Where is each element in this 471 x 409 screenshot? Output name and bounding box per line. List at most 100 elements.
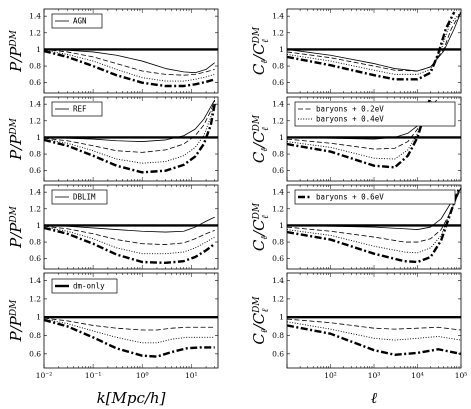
panel-1-right-ytick-label: 1 bbox=[279, 133, 284, 142]
panel-1-right-ytick-label: 1.2 bbox=[272, 116, 284, 125]
panel-2-right-series-group bbox=[287, 187, 461, 264]
panel-2-left-legend-label: DBLIM bbox=[73, 193, 96, 202]
panel-3-right-ytick-label: 1.4 bbox=[272, 276, 284, 285]
panel-3-right-ytick-label: 0.8 bbox=[272, 331, 284, 340]
panel-2-left-ylabel: P/PDM bbox=[7, 205, 25, 248]
left-xtick-label: 10⁻¹ bbox=[85, 371, 102, 380]
panel-2-right-series-dashdot bbox=[287, 187, 461, 264]
panel-1-right-legend-label: baryons + 0.2eV bbox=[316, 105, 384, 114]
panel-3-left-ytick-label: 1 bbox=[36, 313, 41, 322]
right-xtick-label: 10⁴ bbox=[411, 371, 424, 380]
panel-2-right-ytick-label: 1.4 bbox=[272, 188, 284, 197]
right-xlabel: ℓ bbox=[371, 389, 377, 407]
panel-0-left-series-dashed bbox=[44, 49, 215, 76]
panel-2-left-series-thin bbox=[44, 216, 215, 233]
panel-1-left-series-group bbox=[44, 99, 218, 174]
panel-0-left-ylabel: P/PDM bbox=[7, 29, 25, 72]
panel-0-right-series-group bbox=[287, 11, 461, 81]
panel-3-right-ytick-label: 0.6 bbox=[272, 349, 284, 358]
panel-3-right-ylabel: Cℓ/CDMℓ bbox=[250, 296, 271, 345]
panel-2-right-legend-label: baryons + 0.6eV bbox=[316, 193, 384, 202]
panel-2-right-ytick-label: 1.2 bbox=[272, 204, 284, 213]
panel-1-right-legend-box bbox=[294, 101, 456, 127]
right-xtick-label: 10² bbox=[324, 371, 337, 380]
left-xlabel: k[Mpc/h] bbox=[97, 389, 166, 407]
panel-1-left-ytick-label: 0.8 bbox=[29, 150, 41, 159]
panel-1-left-frame bbox=[43, 96, 219, 182]
panel-1-left-series-thin bbox=[44, 99, 216, 142]
panel-0-left-ytick-label: 1.2 bbox=[29, 28, 41, 37]
panel-1-right-series-dashdot bbox=[287, 99, 431, 169]
panel-0-right-ytick-label: 1.2 bbox=[272, 28, 284, 37]
panel-3-left-ytick-label: 0.8 bbox=[29, 331, 41, 340]
panel-1-right-ytick-label: 0.6 bbox=[272, 166, 284, 175]
panel-1-left-ylabel: P/PDM bbox=[7, 117, 25, 160]
panel-2-right-legend-box bbox=[294, 189, 456, 205]
panel-0-right-series-dashdot bbox=[287, 11, 456, 81]
panel-0-right-ytick-label: 1 bbox=[279, 45, 284, 54]
panel-1-left-ytick-label: 1.4 bbox=[29, 100, 41, 109]
panel-1-right-ylabel: Cℓ/CDMℓ bbox=[250, 114, 271, 163]
panel-0-right-ylabel: Cℓ/CDMℓ bbox=[250, 26, 271, 75]
panel-1-left-ytick-label: 1.2 bbox=[29, 116, 41, 125]
panel-0-left-ytick-label: 0.6 bbox=[29, 78, 41, 87]
panel-0-left-series-group bbox=[44, 48, 218, 88]
panel-2-left-series-group bbox=[44, 216, 218, 265]
panel-3-right-ytick-label: 1 bbox=[279, 313, 284, 322]
panel-0-left-frame bbox=[43, 8, 219, 94]
panel-2-right-ylabel: Cℓ/CDMℓ bbox=[250, 202, 271, 251]
panel-2-left-ytick-label: 1.4 bbox=[29, 188, 41, 197]
panel-2-left-legend-box bbox=[51, 189, 108, 205]
panel-3-left-ytick-label: 0.6 bbox=[29, 349, 41, 358]
panel-0-right-ytick-label: 0.6 bbox=[272, 78, 284, 87]
panel-0-right-ytick-label: 1.4 bbox=[272, 12, 284, 21]
panel-2-left-ytick-label: 1.2 bbox=[29, 204, 41, 213]
panel-3-left-series-dashdot bbox=[44, 318, 215, 358]
panel-3-left-series-group bbox=[44, 316, 218, 358]
panel-2-left-series-dashed bbox=[44, 225, 215, 245]
panel-1-left-series-dashed bbox=[44, 99, 216, 153]
panel-3-left-ylabel: P/PDM bbox=[7, 299, 25, 342]
panel-3-right-series-dashdot bbox=[287, 324, 461, 356]
panel-1-right-ytick-label: 0.8 bbox=[272, 150, 284, 159]
panel-3-right-ytick-label: 1.2 bbox=[272, 294, 284, 303]
panel-2-left-ytick-label: 0.8 bbox=[29, 238, 41, 247]
panel-1-left-ytick-label: 0.6 bbox=[29, 166, 41, 175]
panel-2-left-series-dotted bbox=[44, 226, 215, 255]
left-xtick-label: 10⁻² bbox=[36, 371, 53, 380]
axis-labels: 0.60.811.21.4P/PDM0.60.811.21.4Cℓ/CDMℓ0.… bbox=[7, 12, 467, 407]
panel-2-left-series-dashdot bbox=[44, 226, 216, 265]
right-xtick-label: 10⁵ bbox=[455, 371, 468, 380]
panel-3-right-series-dotted bbox=[287, 321, 461, 341]
panel-3-left-series-dashed bbox=[44, 317, 215, 331]
panel-2-right-ytick-label: 1 bbox=[279, 221, 284, 230]
panel-3-right-series-group bbox=[287, 316, 461, 356]
panel-1-left-legend-label: REF bbox=[73, 105, 87, 114]
panel-3-right-series-dashed bbox=[287, 318, 461, 331]
panel-2-left-ytick-label: 1 bbox=[36, 221, 41, 230]
panel-2-right-ytick-label: 0.6 bbox=[272, 254, 284, 263]
panel-2-left-frame bbox=[43, 184, 219, 270]
right-xtick-label: 10³ bbox=[368, 371, 381, 380]
panel-1-left-ytick-label: 1 bbox=[36, 133, 41, 142]
panel-3-right-frame bbox=[286, 272, 462, 369]
panel-1-right-series-dotted bbox=[287, 99, 432, 160]
panel-0-left-ytick-label: 0.8 bbox=[29, 62, 41, 71]
panel-1-right-ytick-label: 1.4 bbox=[272, 100, 284, 109]
panel-0-left-legend-label: AGN bbox=[73, 17, 87, 26]
panel-0-right-ytick-label: 0.8 bbox=[272, 62, 284, 71]
panel-0-left-ytick-label: 1 bbox=[36, 45, 41, 54]
panel-3-left-ytick-label: 1.4 bbox=[29, 276, 41, 285]
panel-2-right-series-dotted bbox=[287, 187, 461, 254]
panel-2-right-ytick-label: 0.8 bbox=[272, 238, 284, 247]
panel-3-left-legend-box bbox=[51, 278, 118, 294]
panel-0-left-series-thin bbox=[44, 49, 215, 74]
panel-0-left-ytick-label: 1.4 bbox=[29, 12, 41, 21]
panel-frames bbox=[43, 8, 462, 369]
panel-1-left-series-dotted bbox=[44, 99, 216, 164]
panel-3-left-ytick-label: 1.2 bbox=[29, 294, 41, 303]
curves bbox=[44, 11, 461, 358]
panel-3-left-legend-label: dm-only bbox=[73, 282, 105, 291]
